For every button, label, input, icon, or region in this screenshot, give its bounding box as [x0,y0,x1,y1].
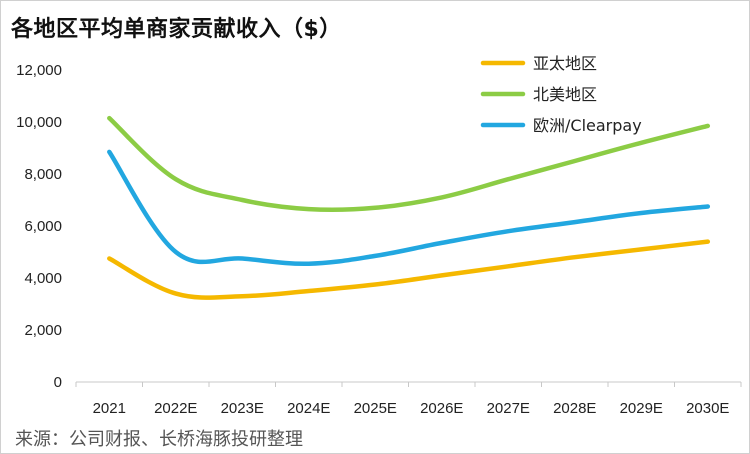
y-tick-label: 6,000 [24,218,62,235]
y-tick-label: 8,000 [24,166,62,183]
legend-label: 亚太地区 [533,54,597,73]
series-line-2 [107,149,711,266]
x-tick-label: 2028E [553,400,596,417]
legend-label: 欧洲/Clearpay [533,116,642,135]
series-lines [107,115,711,300]
series-line-0 [107,239,711,300]
y-tick-label: 10,000 [16,114,62,131]
x-tick-label: 2022E [154,400,197,417]
x-tick-label: 2030E [686,400,729,417]
y-tick-label: 0 [54,374,62,391]
x-tick-label: 2025E [354,400,397,417]
chart-title: 各地区平均单商家贡献收入（$） [11,17,342,42]
x-tick-label: 2024E [287,400,330,417]
y-tick-label: 12,000 [16,62,62,79]
y-tick-label: 4,000 [24,270,62,287]
y-tick-label: 2,000 [24,322,62,339]
x-tick-label: 2027E [487,400,530,417]
x-tick-label: 2021 [93,400,126,417]
y-axis: 0 2,000 4,000 6,000 8,000 10,000 12,000 [16,62,62,391]
x-tick-label: 2023E [221,400,264,417]
series-line-1 [107,115,711,213]
x-tick-label: 2026E [420,400,463,417]
x-tick-label: 2029E [620,400,663,417]
source-note: 来源：公司财报、长桥海豚投研整理 [15,429,303,450]
x-axis: 2021 2022E 2023E 2024E 2025E 2026E 2027E 2028E 2… [75,381,742,417]
legend-label: 北美地区 [533,85,597,104]
